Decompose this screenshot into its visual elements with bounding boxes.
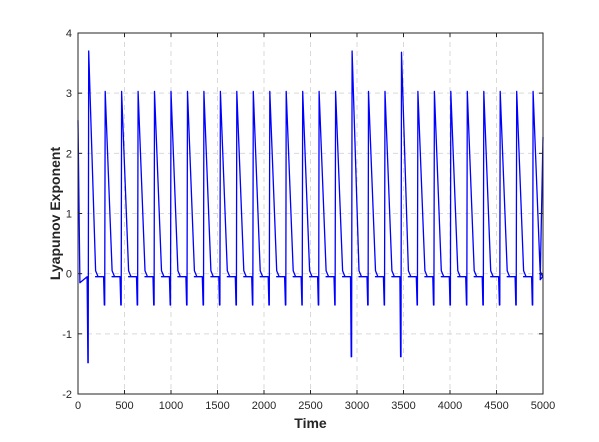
- x-tick-label: 1500: [205, 400, 229, 412]
- x-tick-label: 2000: [252, 400, 276, 412]
- y-axis-label: Lyapunov Exponent: [47, 147, 63, 281]
- x-axis-label: Time: [294, 415, 327, 431]
- x-tick-label: 3500: [391, 400, 415, 412]
- x-tick-label: 500: [115, 400, 133, 412]
- y-tick-label: 1: [66, 209, 72, 221]
- tick-labels: 0 500 1000 1500 2000 2500 3000 3500 4000 4500 5000…: [62, 28, 555, 412]
- x-tick-label: 1000: [159, 400, 183, 412]
- y-tick-label: -1: [62, 329, 72, 341]
- y-tick-label: 2: [66, 148, 72, 160]
- y-tick-label: 3: [66, 88, 72, 100]
- x-tick-label: 0: [75, 400, 81, 412]
- series-line: [77, 50, 544, 364]
- x-tick-label: 3000: [345, 400, 369, 412]
- x-tick-label: 2500: [298, 400, 322, 412]
- x-tick-label: 4500: [484, 400, 508, 412]
- y-tick-label: -2: [62, 389, 72, 401]
- y-tick-label: 0: [66, 269, 72, 281]
- x-tick-label: 5000: [531, 400, 555, 412]
- grid: [78, 33, 543, 394]
- ticks: [77, 32, 544, 395]
- x-tick-label: 4000: [438, 400, 462, 412]
- series-layer: [77, 50, 544, 364]
- y-tick-label: 4: [66, 28, 72, 40]
